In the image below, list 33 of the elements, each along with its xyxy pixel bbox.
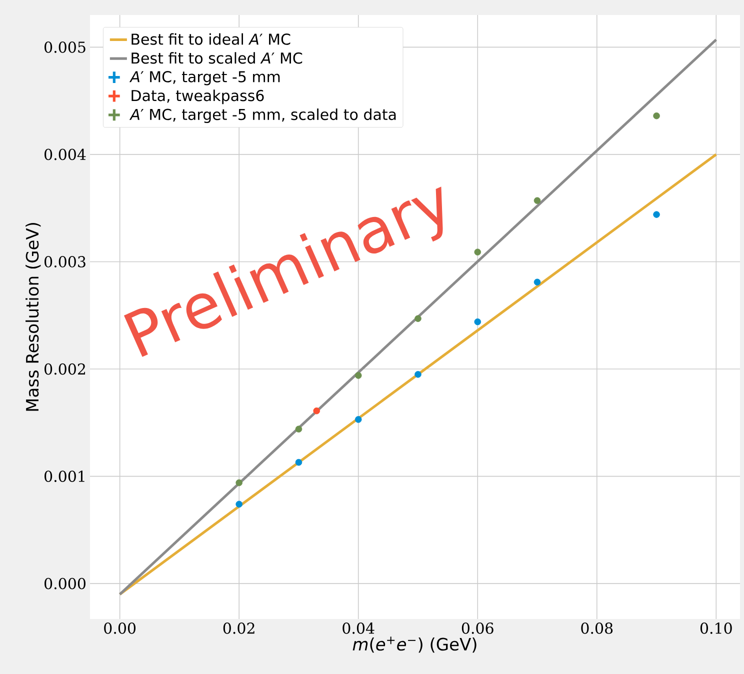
x-tick-label: 0.00: [104, 622, 136, 634]
point: [354, 372, 362, 379]
legend-label: Best fit to scaled A′ MC: [132, 52, 302, 64]
point: [534, 278, 541, 286]
point: [653, 112, 660, 120]
legend-label: Best fit to ideal A′ MC: [132, 33, 290, 45]
x-tick-label: 0.06: [462, 622, 494, 634]
y-tick-label: 0.002: [44, 363, 86, 375]
point: [295, 426, 302, 432]
y-tick-label: 0.003: [44, 256, 86, 268]
point: [653, 211, 660, 218]
point: [474, 318, 482, 326]
point: [534, 197, 541, 204]
point: [295, 458, 302, 466]
y-tick-label: 0.005: [44, 41, 86, 53]
point: [236, 500, 242, 508]
x-tick-label: 0.02: [223, 622, 254, 634]
x-tick-label: 0.08: [581, 622, 613, 634]
point: [313, 407, 320, 414]
y-axis-title: Mass Resolution (GeV): [26, 222, 41, 411]
point: [354, 416, 362, 423]
x-axis-title: m(e$^{+}$e$^{−}$) (GeV): [352, 636, 476, 653]
legend-label: A′ MC, target -5 mm: [129, 71, 280, 86]
legend-label: A′ MC, target -5 mm, scaled to data: [129, 108, 396, 124]
x-tick-label: 0.10: [700, 622, 732, 634]
x-tick-label: 0.04: [342, 622, 374, 634]
y-tick-label: 0.004: [44, 148, 86, 160]
y-tick-label: 0.001: [44, 470, 84, 482]
point: [474, 248, 482, 256]
legend-label: Data, tweakpass6: [132, 90, 264, 104]
y-tick-label: 0.000: [44, 578, 86, 590]
point: [414, 370, 422, 378]
point: [236, 479, 242, 486]
